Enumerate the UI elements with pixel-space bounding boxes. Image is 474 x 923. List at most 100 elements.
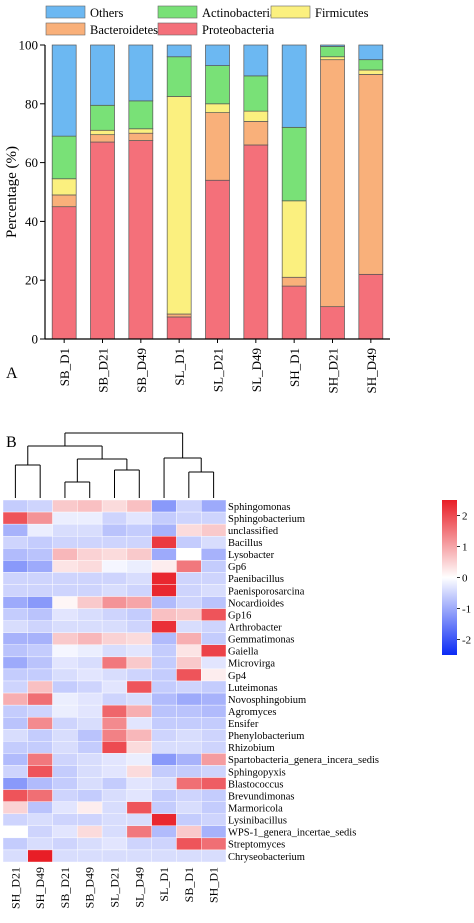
heat-cell-wps-1-genera-incertae-sedis-sh-d1 bbox=[201, 825, 227, 839]
heat-cell-sphingobacterium-sh-d1 bbox=[201, 511, 227, 525]
colorbar-tick-label-1: 1 bbox=[462, 542, 468, 554]
heat-cell-lysobacter-sh-d21 bbox=[2, 548, 28, 561]
heat-cell-paenibacillus-sh-d1 bbox=[201, 572, 227, 585]
legend-label-bacteroidetes: Bacteroidetes bbox=[90, 23, 158, 37]
heat-cell-gp4-sh-d1 bbox=[201, 668, 227, 682]
heat-cell-gp6-sb-d1 bbox=[176, 560, 202, 573]
heat-cell-marmoricola-sh-d21 bbox=[2, 801, 28, 814]
heat-cell-spartobacteria-genera-incera-sedis-sl-d1 bbox=[151, 753, 177, 766]
heat-cell-agromyces-sb-d49 bbox=[77, 704, 103, 718]
panel-b: B SphingomonasSphingobacteriumunclassifi… bbox=[2, 432, 471, 909]
heat-cell-ensifer-sl-d49 bbox=[126, 717, 152, 730]
bar-sb-d1-others bbox=[51, 44, 77, 137]
heat-cell-bacillus-sh-d49 bbox=[27, 536, 53, 549]
col-label-sh-d1: SH_D1 bbox=[207, 867, 221, 903]
heat-cell-marmoricola-sl-d49 bbox=[126, 801, 152, 814]
heat-cell-paenisporosarcina-sl-d21 bbox=[101, 584, 128, 597]
heat-cell-lysinibacillus-sl-d1 bbox=[151, 813, 177, 827]
heat-cell-chryseobacterium-sh-d21 bbox=[2, 849, 28, 863]
colorbar-tick-label--2: -2 bbox=[462, 635, 471, 647]
heat-cell-streptomyces-sb-d21 bbox=[52, 837, 78, 851]
x-tick-label-sl-d49: SL_D49 bbox=[249, 348, 264, 392]
heat-cell-novosphingobium-sl-d1 bbox=[151, 692, 177, 706]
heat-cell-gemmatimonas-sb-d21 bbox=[52, 632, 78, 646]
y-tick-label-100: 100 bbox=[19, 38, 39, 53]
bar-sb-d21-proteobacteria bbox=[90, 141, 115, 340]
heat-cell-sphingomonas-sl-d49 bbox=[126, 499, 152, 513]
heat-cell-luteimonas-sl-d49 bbox=[126, 680, 152, 694]
heat-cell-agromyces-sl-d49 bbox=[126, 704, 152, 718]
heat-cell-lysinibacillus-sl-d49 bbox=[126, 813, 152, 827]
column-labels: SH_D21 SH_D49 SB_D21 SB_D49 SL_D21 SL_D49 SL_D… bbox=[8, 867, 220, 909]
heat-cell-sphingomonas-sh-d21 bbox=[2, 499, 28, 513]
heat-cell-sphingopyxis-sb-d1 bbox=[176, 765, 202, 778]
heat-cell-agromyces-sl-d21 bbox=[101, 704, 128, 718]
heat-cell-arthrobacter-sh-d49 bbox=[27, 620, 53, 633]
heat-cell-gp4-sb-d49 bbox=[77, 668, 103, 682]
heat-cell-phenylobacterium-sh-d21 bbox=[2, 729, 28, 742]
bar-sh-d49-proteobacteria bbox=[358, 273, 384, 340]
col-label-sb-d49: SB_D49 bbox=[83, 867, 97, 908]
row-label-marmoricola: Marmoricola bbox=[228, 804, 283, 815]
heat-cell-marmoricola-sl-d1 bbox=[151, 801, 177, 814]
heat-cell-gaiella-sh-d49 bbox=[27, 644, 53, 658]
heat-cell-blastococcus-sl-d49 bbox=[126, 777, 152, 790]
heat-cell-blastococcus-sl-d1 bbox=[151, 777, 177, 790]
bar-sb-d21-actinobacteria bbox=[90, 104, 115, 131]
heat-cell-marmoricola-sb-d49 bbox=[77, 801, 103, 814]
row-label-paenisporosarcina: Paenisporosarcina bbox=[228, 586, 305, 597]
heat-cell-gp6-sb-d49 bbox=[77, 560, 103, 573]
bar-sl-d49-proteobacteria bbox=[243, 144, 269, 340]
heat-cell-wps-1-genera-incertae-sedis-sb-d1 bbox=[176, 825, 202, 839]
bar-sl-d49-bacteroidetes bbox=[243, 121, 269, 146]
heat-cell-spartobacteria-genera-incera-sedis-sl-d21 bbox=[101, 753, 128, 766]
row-label-novosphingobium: Novosphingobium bbox=[228, 695, 306, 706]
bar-sl-d21-proteobacteria bbox=[205, 179, 230, 340]
heat-cell-marmoricola-sh-d1 bbox=[201, 801, 227, 814]
heat-cell-gp16-sl-d21 bbox=[101, 608, 128, 621]
heat-cell-streptomyces-sh-d1 bbox=[201, 837, 227, 851]
heat-cell-gemmatimonas-sh-d1 bbox=[201, 632, 227, 646]
heat-cell-nocardioides-sl-d21 bbox=[101, 596, 128, 609]
y-tick-label-20: 20 bbox=[25, 273, 38, 288]
row-label-arthrobacter: Arthrobacter bbox=[228, 623, 282, 634]
heat-cell-rhizobium-sh-d21 bbox=[2, 741, 28, 754]
heat-cell-spartobacteria-genera-incera-sedis-sh-d1 bbox=[201, 753, 227, 766]
heat-cell-gp16-sh-d49 bbox=[27, 608, 53, 621]
bar-sh-d21-firmicutes bbox=[320, 56, 345, 61]
col-label-sb-d21: SB_D21 bbox=[58, 867, 72, 908]
colorbar: -2 -1 0 1 2 bbox=[442, 500, 471, 655]
heat-cell-gp6-sh-d21 bbox=[2, 560, 28, 573]
heat-cell-brevundimonas-sb-d49 bbox=[77, 789, 103, 802]
heat-cell-sphingopyxis-sl-d49 bbox=[126, 765, 152, 778]
heat-cell-unclassified-sl-d49 bbox=[126, 523, 152, 537]
heat-cell-blastococcus-sh-d1 bbox=[201, 777, 227, 790]
bar-sb-d21-bacteroidetes bbox=[90, 134, 115, 143]
heat-cell-paenibacillus-sb-d21 bbox=[52, 572, 78, 585]
heat-cell-blastococcus-sl-d21 bbox=[101, 777, 128, 790]
heat-cell-microvirga-sh-d21 bbox=[2, 656, 28, 670]
heat-cell-paenisporosarcina-sb-d21 bbox=[52, 584, 78, 597]
heat-cell-lysobacter-sh-d1 bbox=[201, 548, 227, 561]
heat-cell-ensifer-sl-d1 bbox=[151, 717, 177, 730]
heat-cell-agromyces-sh-d1 bbox=[201, 704, 227, 718]
heat-cell-spartobacteria-genera-incera-sedis-sb-d1 bbox=[176, 753, 202, 766]
heat-cell-gaiella-sh-d21 bbox=[2, 644, 28, 658]
heat-cell-sphingobacterium-sb-d1 bbox=[176, 511, 202, 525]
heat-cell-lysinibacillus-sh-d49 bbox=[27, 813, 53, 827]
heat-cell-gp4-sl-d21 bbox=[101, 668, 128, 682]
heat-cell-microvirga-sh-d49 bbox=[27, 656, 53, 670]
heat-cell-wps-1-genera-incertae-sedis-sh-d21 bbox=[2, 825, 28, 839]
bar-sl-d1-bacteroidetes bbox=[166, 313, 192, 318]
x-tick-label-sh-d21: SH_D21 bbox=[326, 348, 341, 394]
heat-cell-gp4-sb-d1 bbox=[176, 668, 202, 682]
heat-cell-bacillus-sl-d21 bbox=[101, 536, 128, 549]
bar-sl-d49-others bbox=[243, 44, 269, 77]
heat-cell-lysobacter-sl-d1 bbox=[151, 548, 177, 561]
heat-cell-gaiella-sb-d1 bbox=[176, 644, 202, 658]
heat-cell-gaiella-sb-d21 bbox=[52, 644, 78, 658]
heat-cell-spartobacteria-genera-incera-sedis-sh-d21 bbox=[2, 753, 28, 766]
y-tick-label-40: 40 bbox=[25, 214, 38, 229]
heat-cell-paenisporosarcina-sl-d49 bbox=[126, 584, 152, 597]
bar-sh-d1-proteobacteria bbox=[281, 285, 307, 340]
